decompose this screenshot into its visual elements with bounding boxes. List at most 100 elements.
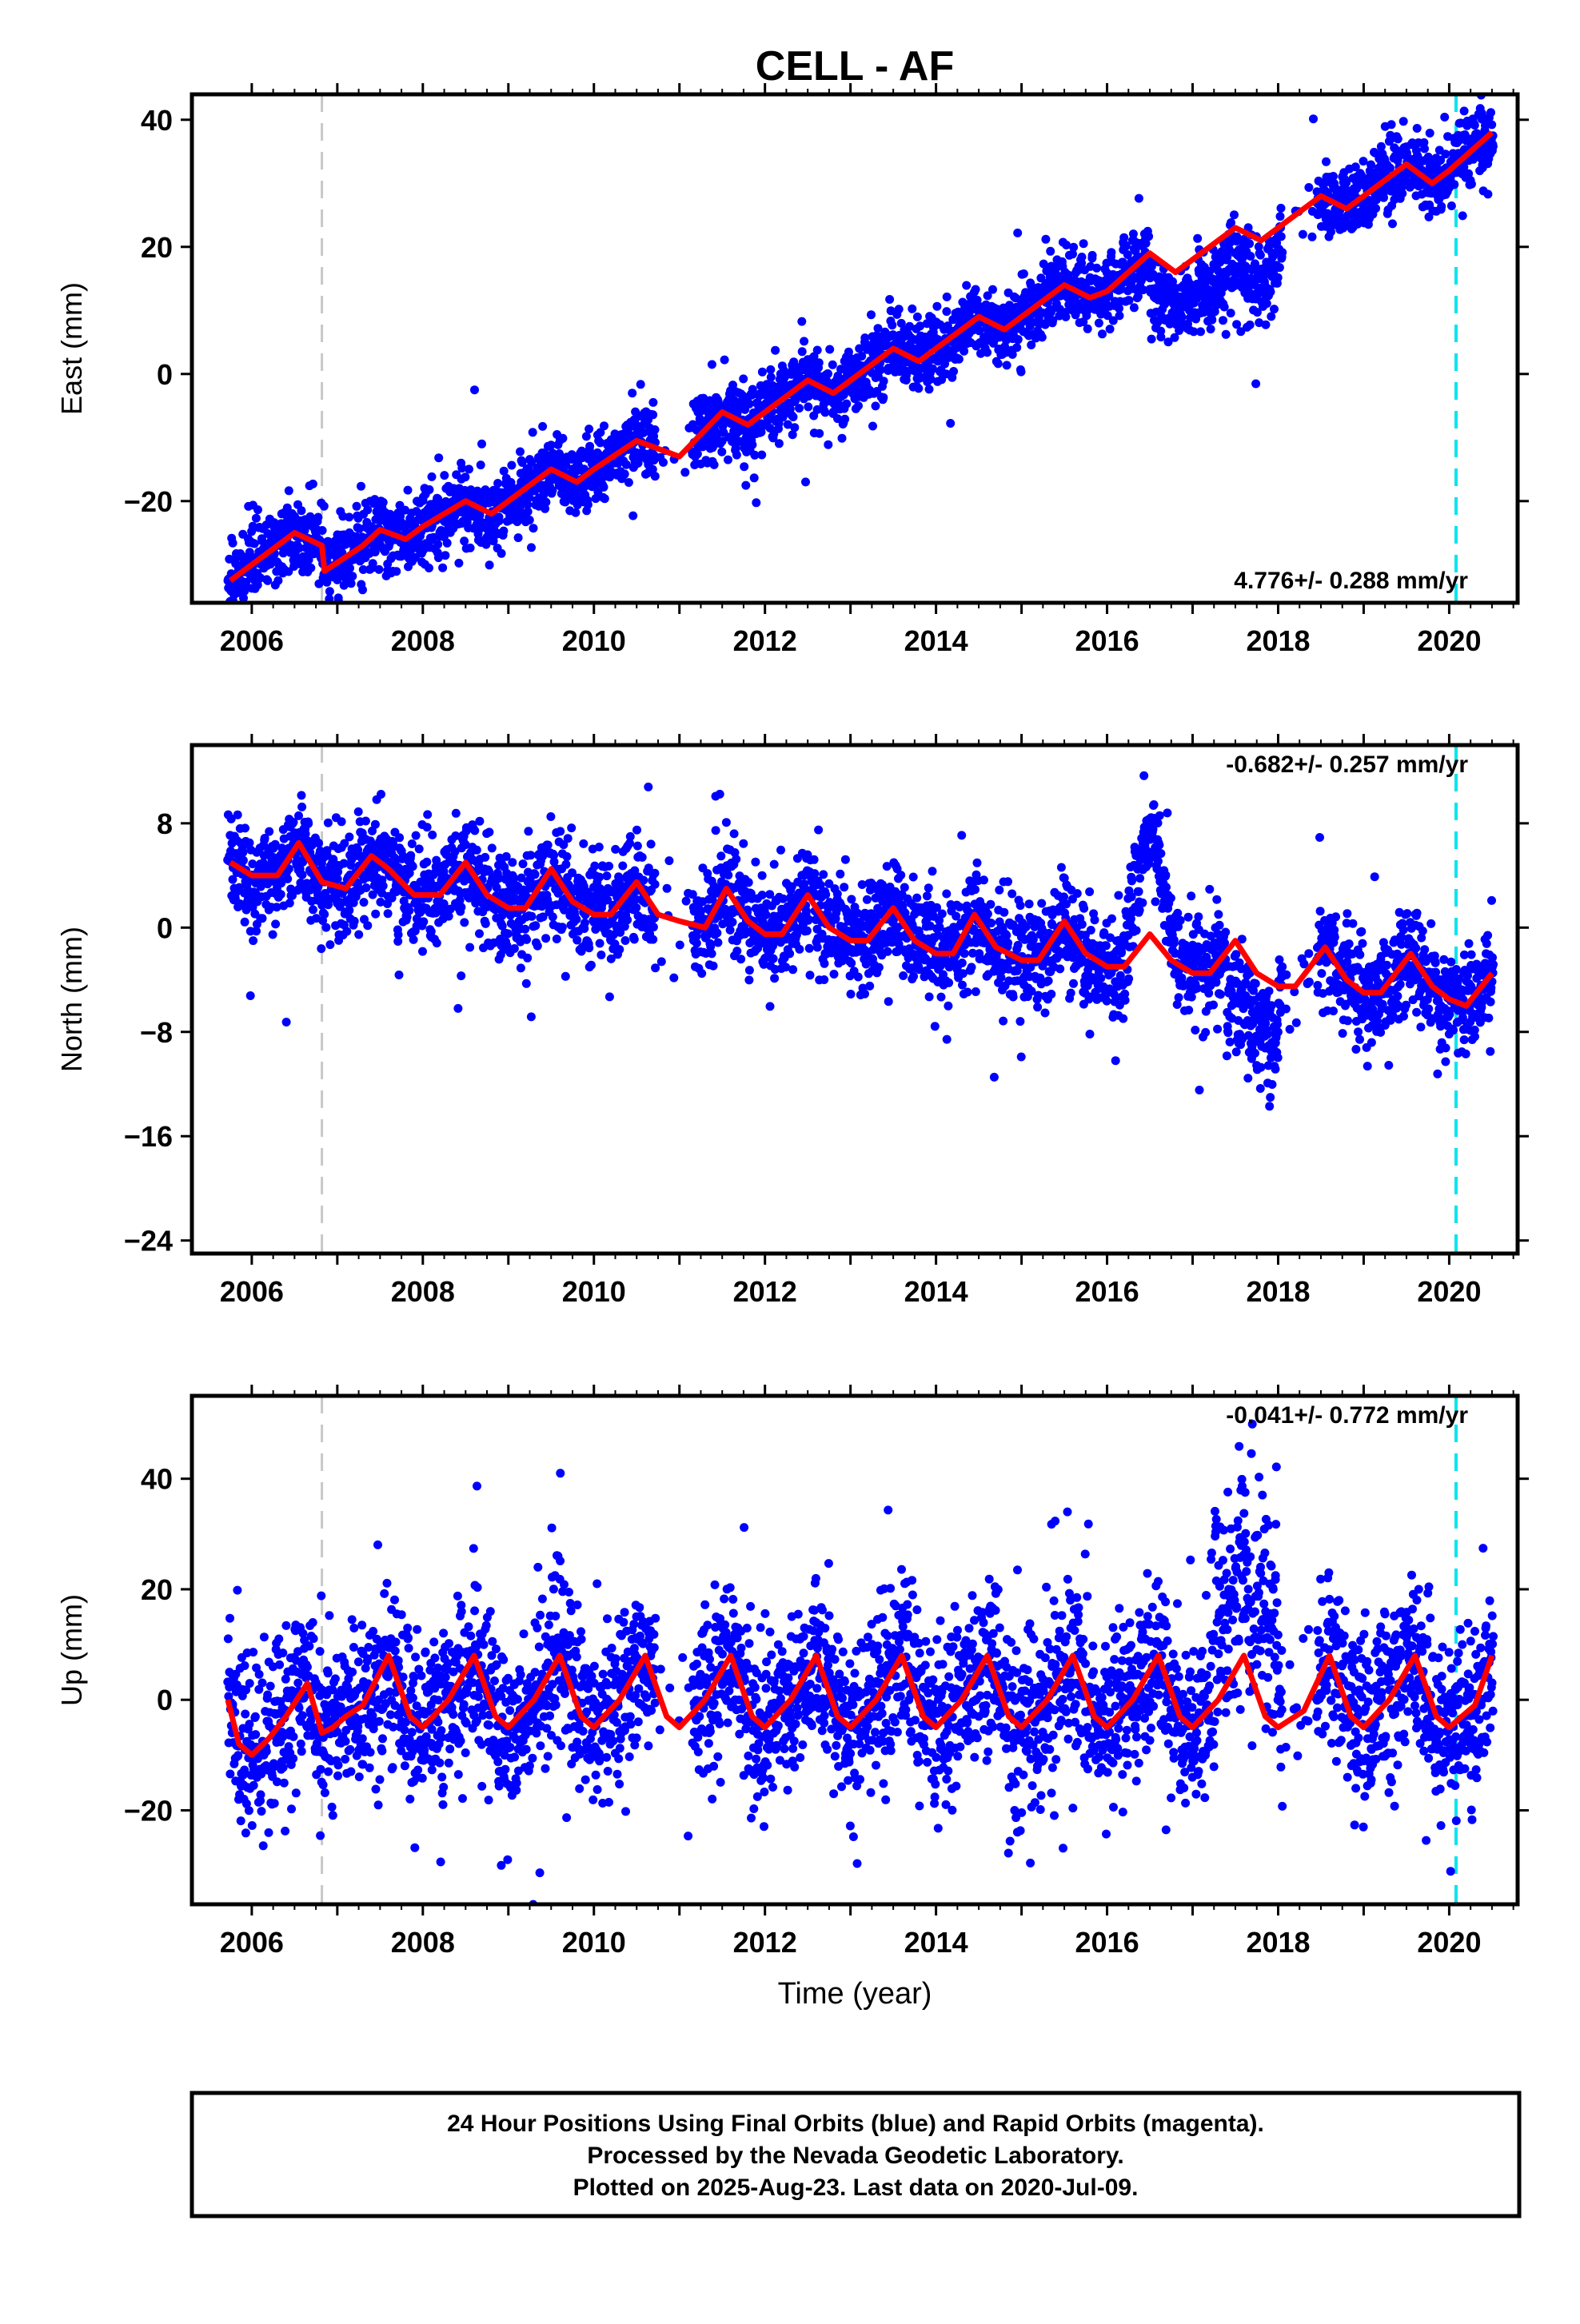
- x-tick-label: 2014: [904, 624, 968, 657]
- data-point: [1322, 157, 1331, 166]
- data-point: [546, 812, 555, 821]
- data-point: [750, 473, 759, 482]
- x-tick-label: 2012: [733, 624, 797, 657]
- data-point: [1256, 251, 1265, 260]
- data-point: [748, 440, 756, 449]
- data-point: [740, 462, 748, 471]
- data-point: [885, 295, 894, 304]
- data-point: [377, 790, 385, 799]
- data-point: [744, 975, 753, 984]
- data-point: [745, 966, 754, 975]
- data-point: [751, 858, 760, 867]
- x-tick-label: 2008: [391, 624, 455, 657]
- data-point: [345, 564, 354, 572]
- data-point: [651, 880, 660, 889]
- data-point: [1487, 121, 1496, 130]
- data-point: [419, 917, 428, 926]
- data-point: [285, 899, 294, 907]
- data-point: [558, 434, 567, 443]
- data-point: [1278, 248, 1287, 257]
- data-point: [744, 878, 753, 887]
- data-point: [726, 926, 735, 935]
- data-point: [585, 943, 593, 952]
- data-point: [602, 871, 611, 880]
- data-point: [239, 856, 248, 865]
- data-point: [531, 921, 540, 930]
- data-point: [294, 811, 303, 820]
- data-point: [752, 498, 760, 507]
- data-point: [1012, 343, 1021, 352]
- data-point: [1003, 361, 1011, 369]
- data-point: [362, 883, 371, 892]
- data-point: [1220, 303, 1229, 312]
- data-point: [842, 400, 851, 409]
- data-point: [348, 572, 357, 580]
- data-point: [1106, 325, 1115, 333]
- data-point: [379, 882, 388, 891]
- data-point: [709, 962, 718, 971]
- data-point: [815, 358, 824, 367]
- y-axis-label: East (mm): [55, 282, 88, 415]
- data-point: [283, 875, 292, 883]
- data-point: [1359, 157, 1368, 165]
- data-point: [676, 941, 684, 950]
- data-point: [1125, 296, 1134, 305]
- data-point: [475, 929, 484, 938]
- data-point: [519, 859, 528, 868]
- data-point: [1038, 333, 1047, 341]
- data-point: [252, 514, 261, 523]
- data-point: [1227, 309, 1235, 317]
- data-point: [815, 429, 824, 438]
- data-point: [461, 472, 469, 481]
- data-point: [758, 368, 767, 377]
- data-point: [1041, 235, 1050, 244]
- data-point: [624, 478, 633, 487]
- data-point: [1470, 121, 1479, 130]
- data-point: [418, 947, 427, 956]
- data-point: [1263, 299, 1271, 308]
- data-point: [722, 818, 731, 827]
- data-point: [541, 498, 550, 507]
- data-point: [1193, 234, 1202, 243]
- data-point: [708, 949, 716, 958]
- data-point: [379, 498, 388, 507]
- data-point: [460, 918, 469, 927]
- data-point: [271, 919, 280, 928]
- data-point: [1441, 149, 1450, 158]
- data-point: [620, 469, 629, 478]
- data-point: [949, 367, 958, 376]
- data-point: [943, 293, 952, 301]
- data-point: [529, 428, 537, 436]
- data-point: [801, 477, 810, 486]
- data-point: [626, 832, 635, 841]
- data-point: [353, 502, 361, 511]
- data-point: [766, 365, 775, 374]
- data-point: [564, 834, 573, 843]
- data-point: [265, 827, 273, 836]
- data-point: [392, 567, 401, 576]
- data-point: [238, 848, 247, 857]
- data-point: [425, 564, 433, 572]
- data-point: [728, 918, 737, 927]
- data-point: [527, 543, 536, 552]
- data-point: [465, 464, 473, 473]
- data-point: [1196, 327, 1205, 336]
- data-point: [579, 839, 588, 848]
- data-point: [648, 410, 657, 419]
- data-point: [972, 285, 980, 294]
- data-point: [644, 783, 652, 791]
- data-point: [1486, 108, 1495, 117]
- data-point: [541, 934, 550, 943]
- data-point: [632, 826, 641, 835]
- data-point: [757, 451, 766, 460]
- data-point: [321, 923, 330, 932]
- data-point: [510, 944, 519, 953]
- data-point: [638, 853, 647, 862]
- data-point: [473, 846, 481, 855]
- x-tick-label: 2010: [562, 624, 626, 657]
- data-point: [475, 817, 484, 826]
- data-point: [879, 393, 888, 402]
- data-point: [298, 871, 307, 879]
- data-point: [409, 935, 418, 944]
